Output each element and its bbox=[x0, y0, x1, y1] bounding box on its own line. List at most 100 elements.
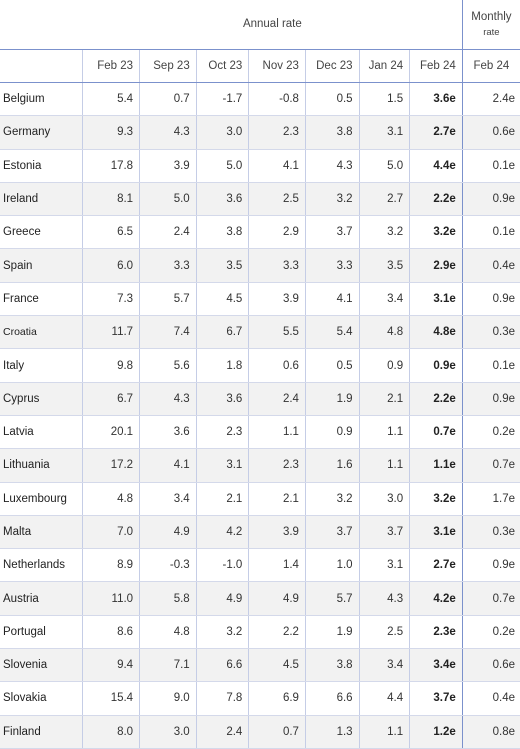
annual-rate-cell: 3.9 bbox=[248, 282, 306, 317]
monthly-rate-cell: 0.1e bbox=[461, 149, 520, 183]
header-col-jan24: Jan 24 bbox=[358, 49, 410, 83]
table-row: Malta 7.0 4.9 4.2 3.9 3.7 3.7 3.1e 0.3e bbox=[0, 515, 520, 550]
country-cell: Slovakia bbox=[0, 681, 83, 716]
annual-rate-cell: 2.5 bbox=[358, 615, 410, 650]
country-cell: Netherlands bbox=[0, 548, 83, 583]
annual-rate-cell: 3.0 bbox=[358, 482, 410, 516]
annual-rate-cell: 5.0 bbox=[195, 149, 249, 183]
table-row: Austria 11.0 5.8 4.9 4.9 5.7 4.3 4.2e 0.7e bbox=[0, 581, 520, 616]
annual-rate-cell: 4.3 bbox=[139, 382, 197, 416]
country-cell: Croatia bbox=[0, 315, 83, 350]
annual-rate-cell: 3.9 bbox=[139, 149, 197, 183]
annual-rate-cell: 3.6 bbox=[195, 382, 249, 416]
annual-rate-cell: 3.9 bbox=[248, 515, 306, 550]
table-body: Belgium 5.4 0.7 -1.7 -0.8 0.5 1.5 3.6e 2.4e Germa… bbox=[0, 82, 520, 749]
annual-rate-cell: 4.9 bbox=[248, 581, 306, 616]
annual-rate-cell: 0.9 bbox=[304, 415, 360, 450]
annual-rate-cell: 3.2 bbox=[358, 215, 410, 250]
annual-rate-cell: 2.2e bbox=[409, 382, 463, 416]
annual-rate-cell: 4.3 bbox=[139, 115, 197, 150]
table-header-row: Feb 23 Sep 23 Oct 23 Nov 23 Dec 23 Jan 2… bbox=[0, 49, 520, 83]
header-col-monthly-feb24: Feb 24 bbox=[461, 49, 520, 83]
monthly-rate-cell: 0.6e bbox=[461, 115, 520, 150]
country-cell: Slovenia bbox=[0, 648, 83, 683]
annual-rate-cell: 1.1 bbox=[248, 415, 306, 450]
annual-rate-cell: 3.1 bbox=[195, 448, 249, 483]
annual-rate-cell: 1.3 bbox=[304, 715, 360, 749]
annual-rate-cell: 2.4 bbox=[248, 382, 306, 416]
annual-rate-cell: 6.6 bbox=[195, 648, 249, 683]
annual-rate-cell: 5.4 bbox=[304, 315, 360, 350]
annual-rate-cell: 4.9 bbox=[139, 515, 197, 550]
annual-rate-cell: 4.8e bbox=[409, 315, 463, 350]
annual-rate-cell: 3.4e bbox=[409, 648, 463, 683]
monthly-rate-cell: 1.7e bbox=[461, 482, 520, 516]
annual-rate-cell: 0.5 bbox=[304, 348, 360, 383]
monthly-rate-cell: 0.4e bbox=[461, 248, 520, 283]
annual-rate-cell: 1.1e bbox=[409, 448, 463, 483]
header-country bbox=[0, 49, 83, 83]
annual-rate-cell: 2.3 bbox=[195, 415, 249, 450]
monthly-rate-cell: 2.4e bbox=[461, 82, 520, 117]
annual-rate-cell: 2.5 bbox=[248, 182, 306, 217]
monthly-rate-cell: 0.3e bbox=[461, 315, 520, 350]
annual-rate-cell: 1.1 bbox=[358, 415, 410, 450]
annual-rate-cell: 0.5 bbox=[304, 82, 360, 117]
table-row: Portugal 8.6 4.8 3.2 2.2 1.9 2.5 2.3e 0.2e bbox=[0, 615, 520, 650]
annual-rate-cell: 2.1 bbox=[358, 382, 410, 416]
annual-rate-cell: 3.2e bbox=[409, 215, 463, 250]
annual-rate-cell: 2.1 bbox=[195, 482, 249, 516]
annual-rate-cell: 2.4 bbox=[139, 215, 197, 250]
annual-rate-cell: 2.1 bbox=[248, 482, 306, 516]
annual-rate-cell: 4.5 bbox=[248, 648, 306, 683]
header-col-dec23: Dec 23 bbox=[304, 49, 360, 83]
annual-rate-cell: 3.1 bbox=[358, 115, 410, 150]
table-row: Latvia 20.1 3.6 2.3 1.1 0.9 1.1 0.7e 0.2e bbox=[0, 415, 520, 450]
table-row: Italy 9.8 5.6 1.8 0.6 0.5 0.9 0.9e 0.1e bbox=[0, 348, 520, 383]
annual-rate-cell: 3.3 bbox=[248, 248, 306, 283]
table-row: Slovakia 15.4 9.0 7.8 6.9 6.6 4.4 3.7e 0.4e bbox=[0, 681, 520, 716]
annual-rate-cell: 4.1 bbox=[304, 282, 360, 317]
annual-rate-cell: -0.8 bbox=[248, 82, 306, 117]
annual-rate-cell: 4.8 bbox=[82, 482, 140, 516]
annual-rate-cell: 0.6 bbox=[248, 348, 306, 383]
annual-rate-cell: 3.2e bbox=[409, 482, 463, 516]
country-cell: Cyprus bbox=[0, 382, 83, 416]
monthly-rate-cell: 0.1e bbox=[461, 215, 520, 250]
monthly-rate-cell: 0.3e bbox=[461, 515, 520, 550]
annual-rate-cell: 6.7 bbox=[195, 315, 249, 350]
annual-rate-cell: 2.7e bbox=[409, 548, 463, 583]
country-cell: Estonia bbox=[0, 149, 83, 183]
table-row: Cyprus 6.7 4.3 3.6 2.4 1.9 2.1 2.2e 0.9e bbox=[0, 382, 520, 416]
annual-rate-cell: 2.2 bbox=[248, 615, 306, 650]
annual-rate-cell: 2.3 bbox=[248, 115, 306, 150]
monthly-rate-cell: 0.9e bbox=[461, 548, 520, 583]
annual-rate-cell: 0.7 bbox=[139, 82, 197, 117]
annual-rate-cell: 1.1 bbox=[358, 715, 410, 749]
country-cell: Malta bbox=[0, 515, 83, 550]
monthly-rate-cell: 0.9e bbox=[461, 182, 520, 217]
annual-rate-cell: 3.0 bbox=[139, 715, 197, 749]
annual-rate-cell: 5.0 bbox=[358, 149, 410, 183]
header-col-feb23: Feb 23 bbox=[82, 49, 140, 83]
annual-rate-cell: 0.9 bbox=[358, 348, 410, 383]
annual-rate-cell: 6.6 bbox=[304, 681, 360, 716]
monthly-rate-cell: 0.1e bbox=[461, 348, 520, 383]
table-row: Slovenia 9.4 7.1 6.6 4.5 3.8 3.4 3.4e 0.6e bbox=[0, 648, 520, 683]
annual-rate-cell: 3.7 bbox=[304, 515, 360, 550]
annual-rate-cell: 3.6 bbox=[139, 415, 197, 450]
annual-rate-cell: 9.8 bbox=[82, 348, 140, 383]
annual-rate-cell: 4.8 bbox=[139, 615, 197, 650]
annual-rate-cell: 3.8 bbox=[304, 648, 360, 683]
table-row: Spain 6.0 3.3 3.5 3.3 3.3 3.5 2.9e 0.4e bbox=[0, 248, 520, 283]
table-row: Croatia 11.7 7.4 6.7 5.5 5.4 4.8 4.8e 0.3e bbox=[0, 315, 520, 350]
annual-rate-cell: 3.2 bbox=[304, 482, 360, 516]
annual-rate-cell: 2.3 bbox=[248, 448, 306, 483]
annual-rate-cell: 5.7 bbox=[304, 581, 360, 616]
annual-rate-cell: 9.3 bbox=[82, 115, 140, 150]
annual-rate-cell: 4.5 bbox=[195, 282, 249, 317]
table-row: Ireland 8.1 5.0 3.6 2.5 3.2 2.7 2.2e 0.9e bbox=[0, 182, 520, 217]
annual-rate-cell: -1.0 bbox=[195, 548, 249, 583]
annual-rate-cell: 3.8 bbox=[195, 215, 249, 250]
